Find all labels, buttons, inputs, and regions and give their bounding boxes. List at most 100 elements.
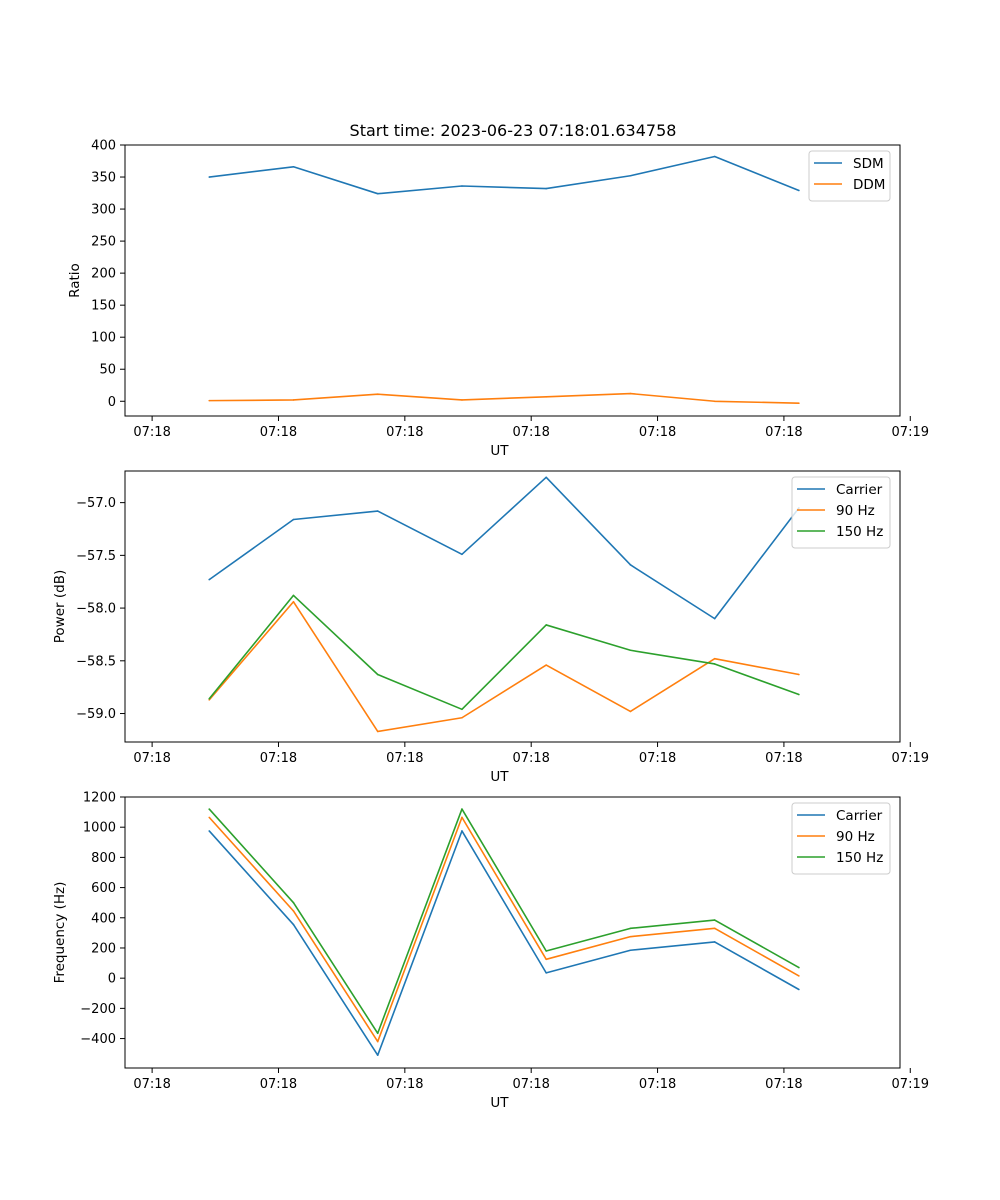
series-line-carrier <box>208 830 800 1056</box>
x-tick-label: 07:18 <box>260 1077 297 1092</box>
y-tick-label: 1200 <box>83 791 116 806</box>
x-tick-label: 07:18 <box>133 425 170 440</box>
y-axis-label: Power (dB) <box>52 570 68 643</box>
y-tick-label: −58.0 <box>76 602 116 617</box>
ratio-panel: 07:18 07:18 07:18 07:18 07:18 07:18 07:19 0 50 10… <box>67 139 929 460</box>
data-point <box>461 553 463 556</box>
legend: Carrier 90 Hz 150 Hz <box>791 802 891 875</box>
data-point <box>629 710 632 713</box>
data-point <box>713 400 716 403</box>
legend-label: 90 Hz <box>836 503 875 519</box>
x-tick-label: 07:18 <box>639 1077 676 1092</box>
data-point <box>376 192 379 195</box>
data-point <box>713 657 716 660</box>
data-point <box>461 830 463 832</box>
y-tick-label: 150 <box>91 299 116 314</box>
series-line-ddm <box>209 392 799 404</box>
y-tick-label: 50 <box>99 363 116 378</box>
data-point <box>376 510 379 512</box>
data-point <box>629 949 632 952</box>
y-tick-label: 400 <box>91 911 116 926</box>
data-point <box>376 1054 379 1056</box>
x-tick-label: 07:19 <box>892 1077 929 1092</box>
data-point <box>713 617 716 620</box>
y-axis-label: Ratio <box>67 263 83 298</box>
data-point <box>713 941 716 943</box>
data-point <box>545 395 547 398</box>
y-tick-label: 350 <box>91 171 116 186</box>
y-tick-label: 250 <box>91 235 116 250</box>
data-point <box>292 594 295 597</box>
x-tick-label: 07:19 <box>892 751 929 766</box>
data-point <box>545 624 547 626</box>
legend-label: 90 Hz <box>836 829 875 845</box>
data-point <box>545 972 547 974</box>
data-point <box>292 923 295 926</box>
x-tick-label: 07:18 <box>133 751 170 766</box>
x-tick-label: 07:18 <box>512 425 549 440</box>
y-tick-label: 800 <box>91 851 116 866</box>
data-point <box>798 975 800 977</box>
data-point <box>545 187 547 190</box>
data-point <box>545 664 547 666</box>
y-tick-label: −57.5 <box>76 549 116 564</box>
x-tick-label: 07:18 <box>386 1077 423 1092</box>
data-point <box>713 919 716 921</box>
data-point <box>208 697 211 700</box>
x-axis-label: UT <box>490 443 509 459</box>
data-point <box>292 165 295 168</box>
y-tick-label: 100 <box>91 331 116 346</box>
series-line-90-hz <box>208 600 800 733</box>
data-point <box>461 708 463 711</box>
data-point <box>208 808 211 810</box>
data-point <box>376 393 379 396</box>
data-point <box>629 927 632 930</box>
series-line-150-hz <box>208 808 800 1035</box>
y-tick-label: 400 <box>91 139 116 154</box>
y-tick-label: 200 <box>91 267 116 282</box>
data-point <box>629 564 632 566</box>
x-tick-label: 07:18 <box>386 751 423 766</box>
data-point <box>208 578 211 581</box>
data-point <box>713 927 716 930</box>
data-point <box>629 174 632 177</box>
data-point <box>545 476 547 479</box>
x-tick-label: 07:18 <box>639 751 676 766</box>
x-tick-label: 07:18 <box>512 1077 549 1092</box>
data-point <box>629 649 632 652</box>
data-point <box>376 1040 379 1043</box>
series-line-90-hz <box>208 816 800 1043</box>
axes-frame <box>124 796 901 1069</box>
data-point <box>629 935 632 938</box>
data-point <box>798 693 800 696</box>
x-tick-label: 07:18 <box>133 1077 170 1092</box>
x-tick-label: 07:18 <box>512 751 549 766</box>
legend-label: 150 Hz <box>836 524 883 540</box>
legend-label: DDM <box>853 177 885 193</box>
data-point <box>208 816 211 819</box>
data-point <box>461 399 463 401</box>
data-point <box>376 673 379 676</box>
figure-title: Start time: 2023-06-23 07:18:01.634758 <box>350 121 677 140</box>
x-tick-label: 07:18 <box>639 425 676 440</box>
legend-label: 150 Hz <box>836 850 883 866</box>
series-line-sdm <box>209 155 800 195</box>
x-tick-label: 07:18 <box>260 425 297 440</box>
data-point <box>713 663 716 665</box>
x-tick-label: 07:18 <box>765 425 802 440</box>
x-tick-label: 07:18 <box>765 1077 802 1092</box>
y-tick-label: −200 <box>80 1002 116 1017</box>
x-tick-label: 07:18 <box>765 751 802 766</box>
y-tick-label: 1000 <box>83 821 116 836</box>
data-point <box>798 402 800 404</box>
data-point <box>461 185 463 187</box>
legend: SDM DDM <box>808 150 891 202</box>
data-point <box>545 958 547 961</box>
axes-frame <box>124 144 901 417</box>
y-tick-label: −58.5 <box>76 654 116 669</box>
data-point <box>292 600 295 603</box>
data-point <box>798 189 800 192</box>
y-tick-label: −59.0 <box>76 707 116 722</box>
y-tick-label: 300 <box>91 203 116 218</box>
data-point <box>208 176 211 178</box>
